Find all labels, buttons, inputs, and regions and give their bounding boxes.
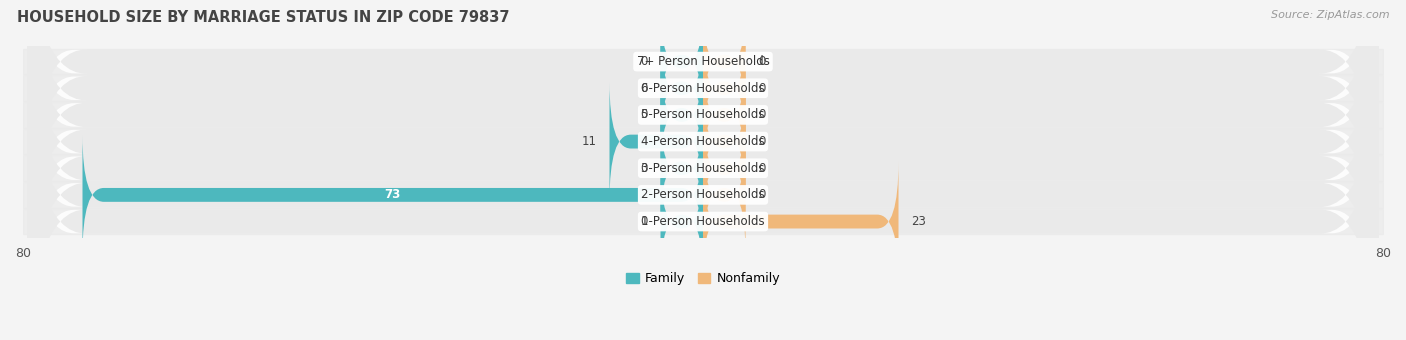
- FancyBboxPatch shape: [661, 55, 703, 175]
- Text: 0: 0: [758, 135, 766, 148]
- FancyBboxPatch shape: [27, 47, 1379, 340]
- Text: Source: ZipAtlas.com: Source: ZipAtlas.com: [1271, 10, 1389, 20]
- FancyBboxPatch shape: [703, 29, 745, 148]
- Text: 0: 0: [640, 82, 648, 95]
- Legend: Family, Nonfamily: Family, Nonfamily: [626, 272, 780, 285]
- Text: 0: 0: [640, 162, 648, 175]
- FancyBboxPatch shape: [27, 0, 1379, 236]
- Text: 5-Person Households: 5-Person Households: [641, 108, 765, 121]
- Text: 1-Person Households: 1-Person Households: [641, 215, 765, 228]
- Text: 0: 0: [758, 188, 766, 201]
- FancyBboxPatch shape: [31, 0, 1375, 210]
- FancyBboxPatch shape: [31, 100, 1375, 340]
- FancyBboxPatch shape: [703, 55, 745, 175]
- FancyBboxPatch shape: [703, 162, 898, 281]
- FancyBboxPatch shape: [27, 0, 1379, 316]
- Text: 0: 0: [640, 55, 648, 68]
- FancyBboxPatch shape: [661, 108, 703, 228]
- Text: 2-Person Households: 2-Person Households: [641, 188, 765, 201]
- Text: 0: 0: [640, 215, 648, 228]
- Text: 23: 23: [911, 215, 927, 228]
- Text: 0: 0: [758, 108, 766, 121]
- FancyBboxPatch shape: [27, 0, 1379, 262]
- Text: 0: 0: [758, 162, 766, 175]
- FancyBboxPatch shape: [703, 108, 745, 228]
- Text: 0: 0: [758, 82, 766, 95]
- Text: 6-Person Households: 6-Person Households: [641, 82, 765, 95]
- Text: 0: 0: [758, 55, 766, 68]
- FancyBboxPatch shape: [609, 82, 703, 201]
- FancyBboxPatch shape: [703, 82, 745, 201]
- FancyBboxPatch shape: [31, 73, 1375, 317]
- Text: 4-Person Households: 4-Person Households: [641, 135, 765, 148]
- FancyBboxPatch shape: [661, 162, 703, 281]
- Text: 7+ Person Households: 7+ Person Households: [637, 55, 769, 68]
- Text: HOUSEHOLD SIZE BY MARRIAGE STATUS IN ZIP CODE 79837: HOUSEHOLD SIZE BY MARRIAGE STATUS IN ZIP…: [17, 10, 509, 25]
- FancyBboxPatch shape: [31, 47, 1375, 290]
- FancyBboxPatch shape: [31, 0, 1375, 237]
- Text: 73: 73: [385, 188, 401, 201]
- FancyBboxPatch shape: [27, 0, 1379, 340]
- FancyBboxPatch shape: [27, 0, 1379, 289]
- FancyBboxPatch shape: [661, 29, 703, 148]
- FancyBboxPatch shape: [703, 2, 745, 121]
- FancyBboxPatch shape: [31, 20, 1375, 263]
- Text: 11: 11: [582, 135, 596, 148]
- FancyBboxPatch shape: [83, 135, 703, 255]
- FancyBboxPatch shape: [31, 0, 1375, 183]
- Text: 3-Person Households: 3-Person Households: [641, 162, 765, 175]
- FancyBboxPatch shape: [703, 135, 745, 255]
- Text: 0: 0: [640, 108, 648, 121]
- FancyBboxPatch shape: [27, 20, 1379, 340]
- FancyBboxPatch shape: [661, 2, 703, 121]
